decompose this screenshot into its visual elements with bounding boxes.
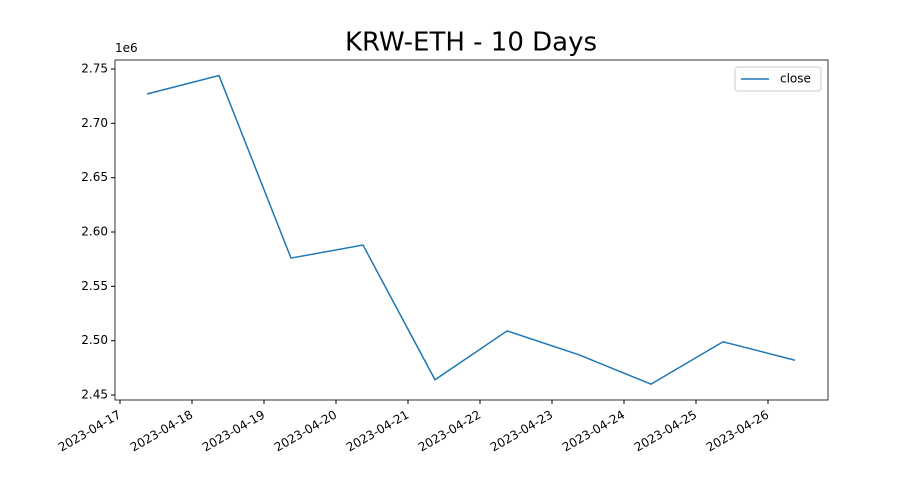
x-tick-label: 2023-04-20 bbox=[272, 408, 339, 455]
chart-title: KRW-ETH - 10 Days bbox=[345, 28, 597, 58]
x-tick-label: 2023-04-26 bbox=[704, 408, 771, 455]
y-tick-label: 2.60 bbox=[81, 225, 108, 239]
x-tick-label: 2023-04-17 bbox=[56, 408, 123, 455]
legend-box bbox=[734, 66, 822, 92]
plot-frame bbox=[114, 59, 829, 401]
line bbox=[146, 74, 796, 385]
x-tick-label: 2023-04-24 bbox=[560, 408, 627, 455]
y-tick-label: 2.65 bbox=[81, 170, 108, 184]
x-tick-label: 2023-04-23 bbox=[488, 408, 555, 455]
x-tick-label: 2023-04-25 bbox=[632, 408, 699, 455]
y-tick-label: 2.70 bbox=[81, 116, 108, 130]
x-tick-label: 2023-04-22 bbox=[416, 408, 483, 455]
x-tick-label: 2023-04-21 bbox=[344, 408, 411, 455]
y-tick-label: 2.50 bbox=[81, 333, 108, 347]
legend-label: close bbox=[780, 72, 811, 86]
y-tick-label: 2.45 bbox=[81, 388, 108, 402]
y-tick-label: 2.75 bbox=[81, 62, 108, 76]
x-tick-label: 2023-04-19 bbox=[200, 408, 267, 455]
y-offset-label: 1e6 bbox=[115, 41, 138, 55]
x-tick-label: 2023-04-18 bbox=[128, 408, 195, 455]
y-tick-label: 2.55 bbox=[81, 279, 108, 293]
